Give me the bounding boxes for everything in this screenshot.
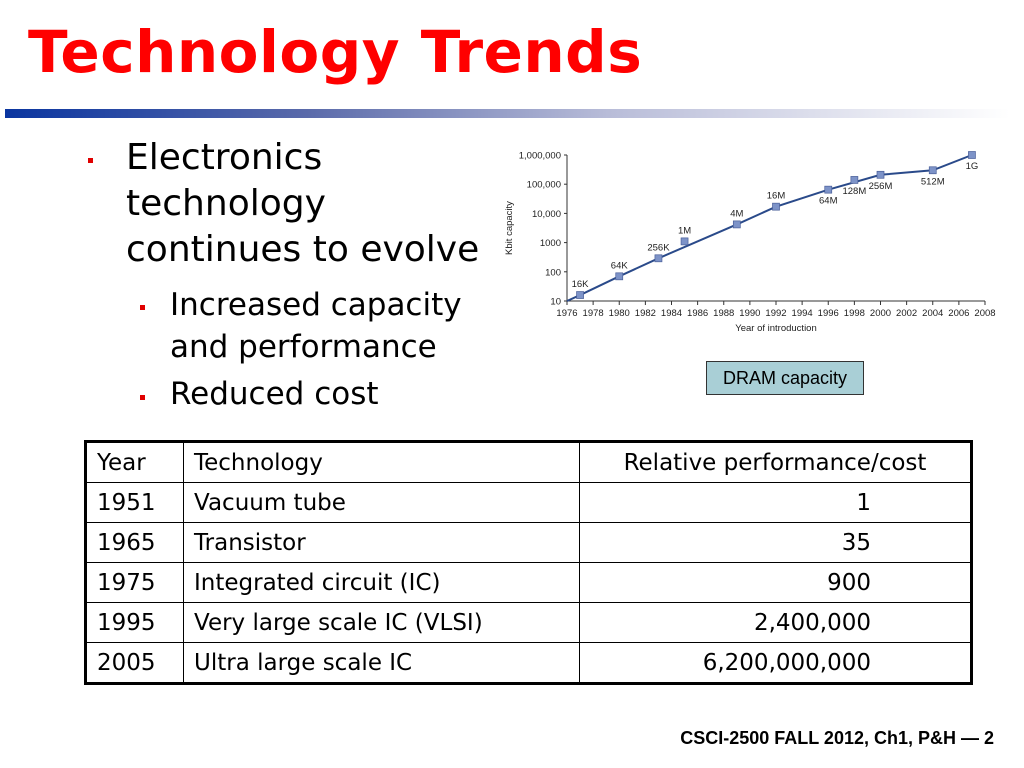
slide-title: Technology Trends	[28, 18, 643, 86]
cell-performance: 900	[579, 562, 972, 603]
x-tick-label: 1976	[556, 308, 577, 319]
x-axis-label: Year of introduction	[735, 323, 817, 334]
x-tick-label: 1982	[635, 308, 656, 319]
x-tick-label: 2000	[870, 308, 891, 319]
y-tick-label: 1000	[540, 238, 561, 249]
chart-caption: DRAM capacity	[706, 361, 864, 395]
cell-year: 1975	[85, 562, 184, 603]
bullet-marker	[140, 305, 145, 310]
x-tick-label: 1978	[583, 308, 604, 319]
x-tick-label: 1994	[792, 308, 813, 319]
bullet-marker	[88, 158, 93, 163]
data-point	[928, 166, 937, 175]
data-point	[968, 151, 976, 159]
cell-performance: 1	[579, 482, 972, 523]
header-year: Year	[85, 441, 184, 483]
x-tick-label: 2008	[974, 308, 995, 319]
data-point	[850, 176, 859, 184]
x-tick-label: 1992	[765, 308, 786, 319]
data-point	[615, 272, 624, 281]
cell-year: 1951	[85, 482, 184, 523]
cell-performance: 2,400,000	[579, 602, 972, 643]
cell-technology: Very large scale IC (VLSI)	[183, 602, 580, 643]
cell-technology: Transistor	[183, 522, 580, 563]
header-technology: Technology	[183, 441, 580, 483]
data-point	[576, 291, 584, 299]
data-label: 1G	[966, 161, 979, 172]
data-label: 16K	[572, 279, 590, 290]
data-label: 256M	[869, 181, 893, 192]
y-axis-label: Kbit capacity	[504, 201, 515, 255]
data-label: 64M	[819, 196, 838, 207]
cell-performance: 35	[579, 522, 972, 563]
y-tick-label: 1,000,000	[519, 151, 561, 162]
x-tick-label: 1986	[687, 308, 708, 319]
cell-year: 2005	[85, 642, 184, 684]
y-tick-label: 100	[545, 267, 561, 278]
x-tick-label: 1984	[661, 308, 682, 319]
cell-year: 1995	[85, 602, 184, 643]
cell-technology: Ultra large scale IC	[183, 642, 580, 684]
data-label: 16M	[767, 191, 786, 202]
x-tick-label: 1996	[818, 308, 839, 319]
data-point	[824, 185, 833, 194]
data-label: 256K	[647, 242, 670, 253]
x-tick-label: 2006	[948, 308, 969, 319]
data-point	[680, 237, 689, 246]
bullet-main: Electronics technology continues to evol…	[126, 137, 480, 270]
data-label: 4M	[730, 208, 743, 219]
bullet-sub-1: Increased capacity and performance	[170, 287, 462, 365]
slide-footer: CSCI-2500 FALL 2012, Ch1, P&H — 2	[680, 728, 994, 748]
dram-capacity-chart: 1976 1978 1980 1982 1984 1986 1988 1990 1992 1994…	[504, 151, 996, 335]
x-tick-label: 1988	[713, 308, 734, 319]
cell-technology: Vacuum tube	[183, 482, 580, 523]
y-tick-label: 100,000	[527, 180, 561, 191]
cell-performance: 6,200,000,000	[579, 642, 972, 684]
table-row: 1975 Integrated circuit (IC) 900	[85, 562, 972, 603]
data-point	[654, 254, 663, 263]
table-header-row: Year Technology Relative performance/cos…	[85, 441, 972, 483]
cell-technology: Integrated circuit (IC)	[183, 562, 580, 603]
data-point	[732, 220, 741, 229]
header-performance: Relative performance/cost	[579, 441, 972, 483]
series-line	[566, 154, 973, 302]
bullet-marker	[140, 395, 145, 400]
x-tick-label: 1980	[609, 308, 630, 319]
data-point	[772, 202, 780, 211]
x-tick-label: 2002	[896, 308, 917, 319]
data-label: 64K	[611, 260, 629, 271]
data-label: 512M	[921, 176, 945, 187]
x-tick-label: 1990	[739, 308, 760, 319]
data-label: 1M	[678, 225, 691, 236]
table-row: 2005 Ultra large scale IC 6,200,000,000	[85, 642, 972, 684]
technology-table: Year Technology Relative performance/cos…	[84, 440, 973, 685]
bullet-sub-2: Reduced cost	[170, 376, 379, 412]
x-tick-label: 2004	[922, 308, 943, 319]
table-row: 1965 Transistor 35	[85, 522, 972, 563]
x-tick-label: 1998	[844, 308, 865, 319]
title-divider	[5, 109, 1010, 118]
data-point	[876, 170, 885, 179]
y-tick-label: 10,000	[532, 209, 561, 220]
table-row: 1951 Vacuum tube 1	[85, 482, 972, 523]
table-row: 1995 Very large scale IC (VLSI) 2,400,000	[85, 602, 972, 643]
data-label: 128M	[842, 186, 866, 197]
y-tick-label: 10	[550, 297, 561, 308]
cell-year: 1965	[85, 522, 184, 563]
